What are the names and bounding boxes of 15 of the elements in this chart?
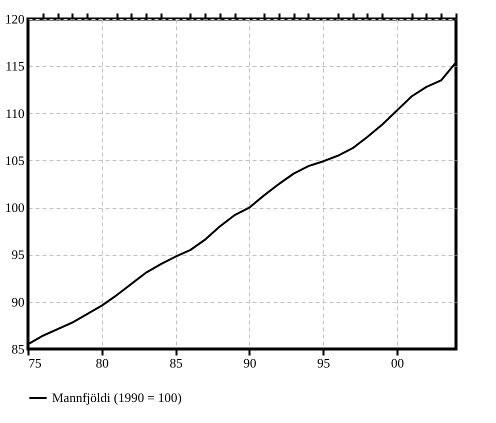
x-tick-label: 95 [317,356,330,370]
y-tick-label: 95 [12,247,24,262]
y-tick-label: 105 [5,152,24,168]
x-tick-label: 90 [243,356,256,370]
x-tick-label: 75 [28,356,42,370]
x-tick-label: 85 [170,356,183,370]
y-tick-label: 115 [5,58,24,74]
legend-label: Mannfjöldi (1990 = 100) [52,390,182,405]
y-tick-label: 100 [5,200,24,216]
y-tick-label: 85 [12,342,24,356]
y-tick-label: 90 [12,294,24,310]
y-tick-label: 120 [5,12,24,26]
y-tick-label: 110 [5,106,24,121]
x-tick-label: 80 [96,356,109,370]
x-tick-label: 00 [390,356,404,370]
